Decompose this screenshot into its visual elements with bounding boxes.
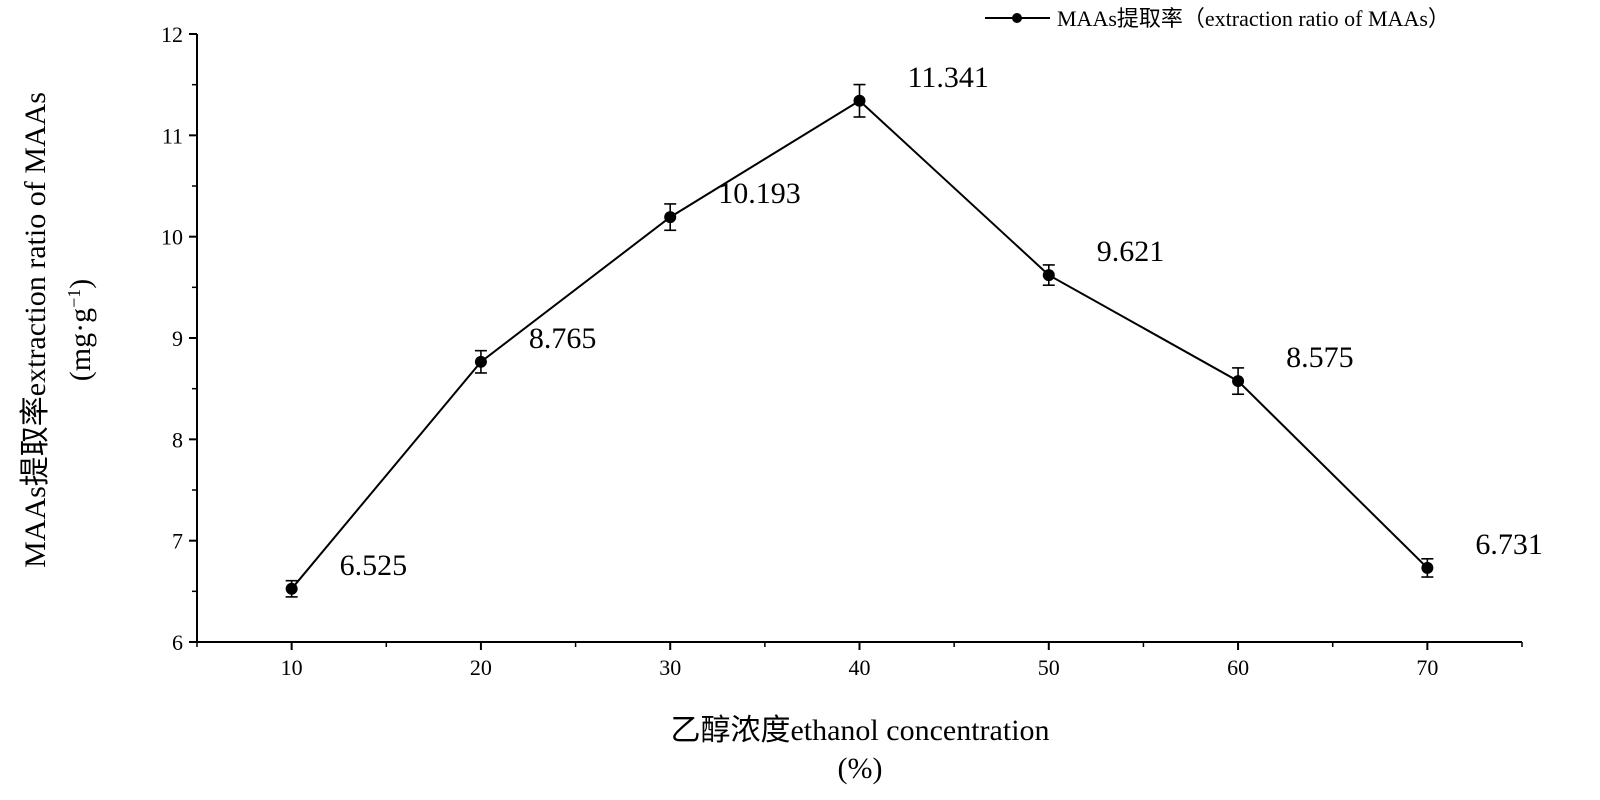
series-layer: 6.525 8.765 10.193 11.341 9.621 8.575 6.731 <box>285 61 1543 598</box>
data-point <box>1042 269 1055 282</box>
x-axis-ticks: 10 20 30 40 50 60 70 <box>196 642 1523 680</box>
data-point <box>1421 561 1434 574</box>
x-tick-label: 30 <box>659 655 681 680</box>
data-label: 8.575 <box>1286 341 1354 374</box>
y-tick-label: 8 <box>172 427 183 452</box>
data-point <box>853 94 866 107</box>
legend-label: MAAs提取率（extraction ratio of MAAs） <box>1057 6 1450 31</box>
y-tick-label: 6 <box>172 630 183 655</box>
legend: MAAs提取率（extraction ratio of MAAs） <box>985 6 1450 31</box>
data-point <box>1232 375 1245 388</box>
legend-marker <box>1012 13 1022 23</box>
y-axis-unit-superscript: −1 <box>64 289 84 308</box>
data-label: 6.525 <box>340 549 408 582</box>
x-tick-label: 10 <box>281 655 303 680</box>
data-label: 6.731 <box>1475 528 1543 561</box>
y-axis-unit-prefix: (mg·g <box>64 308 97 381</box>
data-point <box>664 211 677 224</box>
x-axis-unit: (%) <box>838 752 883 785</box>
data-label: 8.765 <box>529 322 597 355</box>
x-tick-label: 50 <box>1038 655 1060 680</box>
x-axis-title: 乙醇浓度ethanol concentration <box>670 714 1049 747</box>
data-label: 11.341 <box>908 61 989 94</box>
y-tick-label: 10 <box>161 225 183 250</box>
data-point <box>285 582 298 595</box>
data-label: 9.621 <box>1097 235 1165 268</box>
y-axis-ticks: 6 7 8 9 10 11 12 <box>161 22 197 655</box>
y-axis-unit-suffix: ) <box>64 279 97 289</box>
x-tick-label: 70 <box>1416 655 1438 680</box>
y-tick-label: 9 <box>172 326 183 351</box>
y-axis-unit: (mg·g−1) <box>64 279 97 381</box>
series-line <box>290 99 1429 590</box>
y-tick-label: 11 <box>162 123 183 148</box>
y-tick-label: 7 <box>172 529 183 554</box>
data-point <box>474 355 487 368</box>
y-axis-title: MAAs提取率extraction ratio of MAAs <box>19 92 52 568</box>
data-label: 10.193 <box>718 177 801 210</box>
y-tick-label: 12 <box>161 22 183 47</box>
x-tick-label: 60 <box>1227 655 1249 680</box>
x-tick-label: 40 <box>849 655 871 680</box>
x-tick-label: 20 <box>470 655 492 680</box>
